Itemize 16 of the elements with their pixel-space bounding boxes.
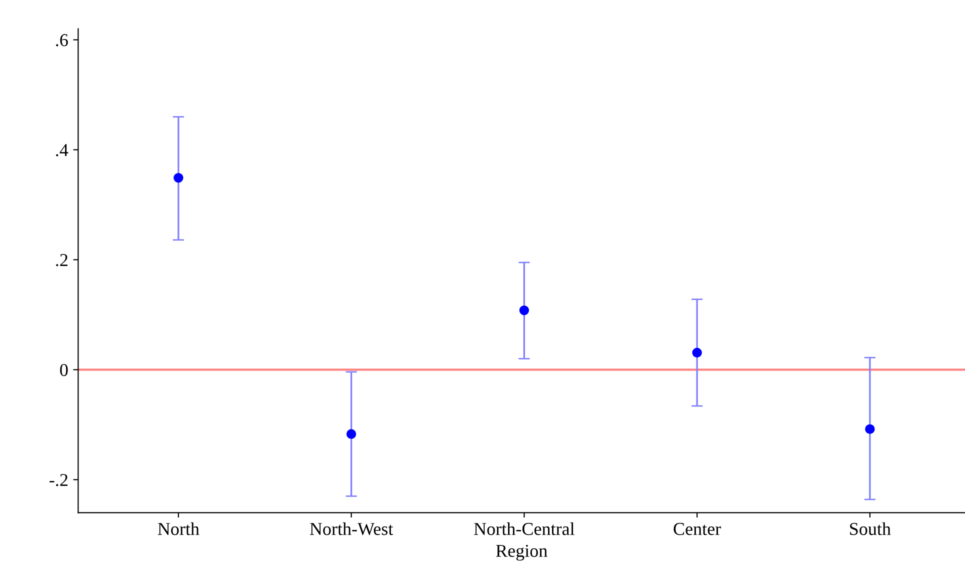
x-tick-label: Center [674, 522, 721, 536]
y-tick-label: .4 [56, 144, 68, 156]
point [346, 429, 356, 439]
x-tick-label: North-West [310, 522, 394, 536]
point [692, 348, 702, 358]
point [865, 424, 875, 434]
x-axis-title: Region [496, 544, 548, 561]
y-tick-label: .6 [56, 34, 68, 46]
x-tick-label: North-Central [474, 522, 574, 536]
point [519, 305, 530, 316]
y-tick-label: -.2 [50, 474, 68, 486]
x-tick-label: North [158, 522, 200, 536]
x-tick-label: South [850, 522, 891, 536]
y-tick-label: .2 [56, 254, 68, 266]
y-tick-label: 0 [60, 364, 68, 376]
point [174, 172, 184, 183]
